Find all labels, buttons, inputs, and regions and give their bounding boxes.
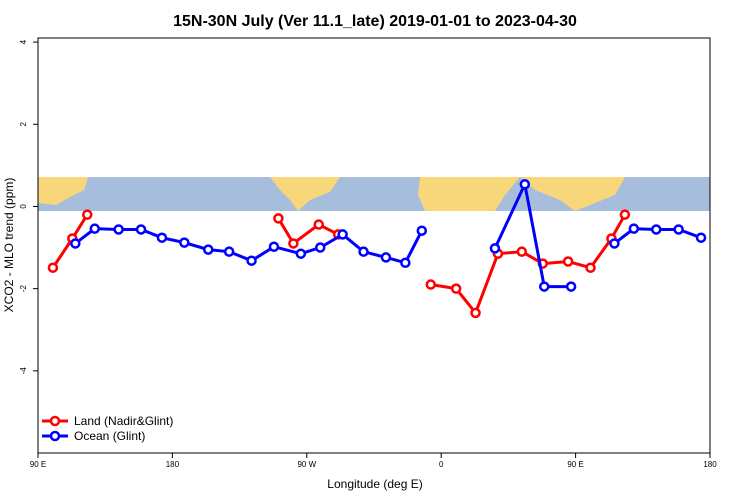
- point: [619, 209, 631, 220]
- point: [223, 246, 235, 257]
- point: [516, 246, 528, 257]
- point: [113, 224, 124, 235]
- point: [519, 179, 531, 190]
- point: [202, 244, 214, 255]
- map-strip: [38, 177, 710, 211]
- point: [268, 241, 280, 252]
- point: [565, 281, 577, 292]
- point: [673, 224, 684, 235]
- point: [358, 246, 369, 257]
- point: [179, 237, 190, 248]
- point: [314, 242, 326, 253]
- point: [562, 256, 574, 267]
- plot-frame: [37, 37, 711, 454]
- point: [585, 262, 596, 273]
- point: [295, 248, 307, 259]
- point: [47, 262, 59, 273]
- legend-label: Ocean (Glint): [74, 429, 145, 443]
- point: [337, 229, 348, 240]
- y-axis-label: XCO2 - MLO trend (ppm): [2, 178, 16, 313]
- point: [416, 225, 428, 236]
- point: [313, 219, 324, 230]
- y-tick-label: 4: [19, 39, 28, 44]
- point: [609, 238, 620, 249]
- point: [470, 307, 481, 319]
- point: [650, 224, 662, 235]
- x-tick-label: 180: [703, 460, 717, 469]
- y-tick-label: -2: [19, 285, 28, 293]
- point: [135, 224, 147, 235]
- point: [425, 279, 436, 290]
- point: [538, 281, 550, 292]
- point: [628, 223, 640, 234]
- point: [288, 238, 299, 249]
- x-tick-label: 90 E: [30, 460, 46, 469]
- point: [450, 283, 462, 294]
- point: [82, 209, 93, 220]
- point: [489, 243, 501, 254]
- x-axis-label: Longitude (deg E): [327, 477, 422, 491]
- point: [89, 223, 100, 234]
- y-tick-label: 2: [19, 122, 28, 127]
- x-tick-label: 0: [439, 460, 444, 469]
- y-tick-label: -4: [19, 367, 28, 375]
- point: [156, 232, 168, 243]
- point: [70, 238, 81, 249]
- point: [273, 213, 284, 224]
- y-tick-label: 0: [19, 204, 28, 209]
- legend-label: Land (Nadir&Glint): [74, 414, 173, 428]
- legend-marker: [49, 415, 61, 427]
- point: [695, 232, 707, 243]
- x-tick-label: 90 W: [297, 460, 316, 469]
- point: [380, 252, 392, 263]
- chart-title: 15N-30N July (Ver 11.1_late) 2019-01-01 …: [173, 13, 577, 30]
- legend-marker: [49, 430, 61, 442]
- point: [400, 257, 411, 269]
- point: [246, 255, 257, 266]
- x-tick-label: 180: [166, 460, 180, 469]
- x-tick-label: 90 E: [567, 460, 583, 469]
